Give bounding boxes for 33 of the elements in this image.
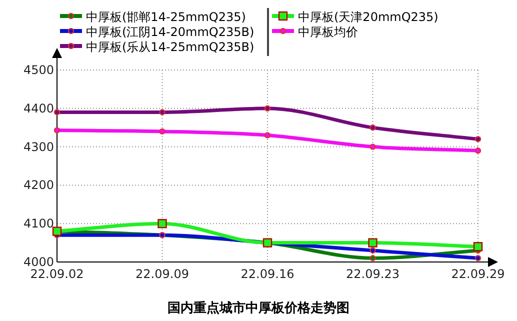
legend-label: 中厚板(乐从14-25mmQ235B) bbox=[86, 40, 254, 54]
x-tick-label: 22.09.16 bbox=[240, 267, 294, 281]
point bbox=[370, 255, 376, 262]
point bbox=[473, 242, 483, 252]
point bbox=[474, 148, 482, 154]
y-tick-label: 4000 bbox=[23, 255, 54, 269]
point bbox=[368, 238, 378, 248]
legend-label: 中厚板(天津20mmQ235) bbox=[298, 10, 438, 24]
point bbox=[370, 124, 376, 131]
x-tick-label: 22.09.29 bbox=[451, 267, 505, 281]
point bbox=[159, 109, 166, 116]
legend-label: 中厚板(江阴14-20mmQ235B) bbox=[86, 25, 254, 39]
y-tick-label: 4100 bbox=[23, 216, 54, 231]
y-tick-label: 4300 bbox=[23, 140, 54, 154]
y-tick-label: 4200 bbox=[23, 178, 54, 192]
x-tick-label: 22.09.23 bbox=[346, 267, 400, 281]
legend-label: 中厚板(邯郸14-25mmQ235) bbox=[86, 10, 246, 24]
x-tick-label: 22.09.02 bbox=[30, 267, 84, 281]
point bbox=[159, 128, 166, 135]
point bbox=[474, 255, 482, 262]
point bbox=[370, 247, 376, 254]
point bbox=[54, 127, 60, 134]
y-tick-label: 4500 bbox=[23, 63, 54, 77]
point bbox=[474, 136, 482, 142]
point bbox=[158, 219, 167, 228]
point bbox=[370, 144, 376, 150]
point bbox=[54, 109, 60, 116]
point bbox=[264, 132, 271, 138]
legend-label: 中厚板均价 bbox=[298, 25, 358, 39]
y-tick-label: 4400 bbox=[23, 101, 54, 116]
text: 国内重点城市中厚板价格走势图 bbox=[168, 300, 350, 316]
point bbox=[264, 105, 271, 112]
x-tick-label: 22.09.09 bbox=[136, 267, 189, 281]
